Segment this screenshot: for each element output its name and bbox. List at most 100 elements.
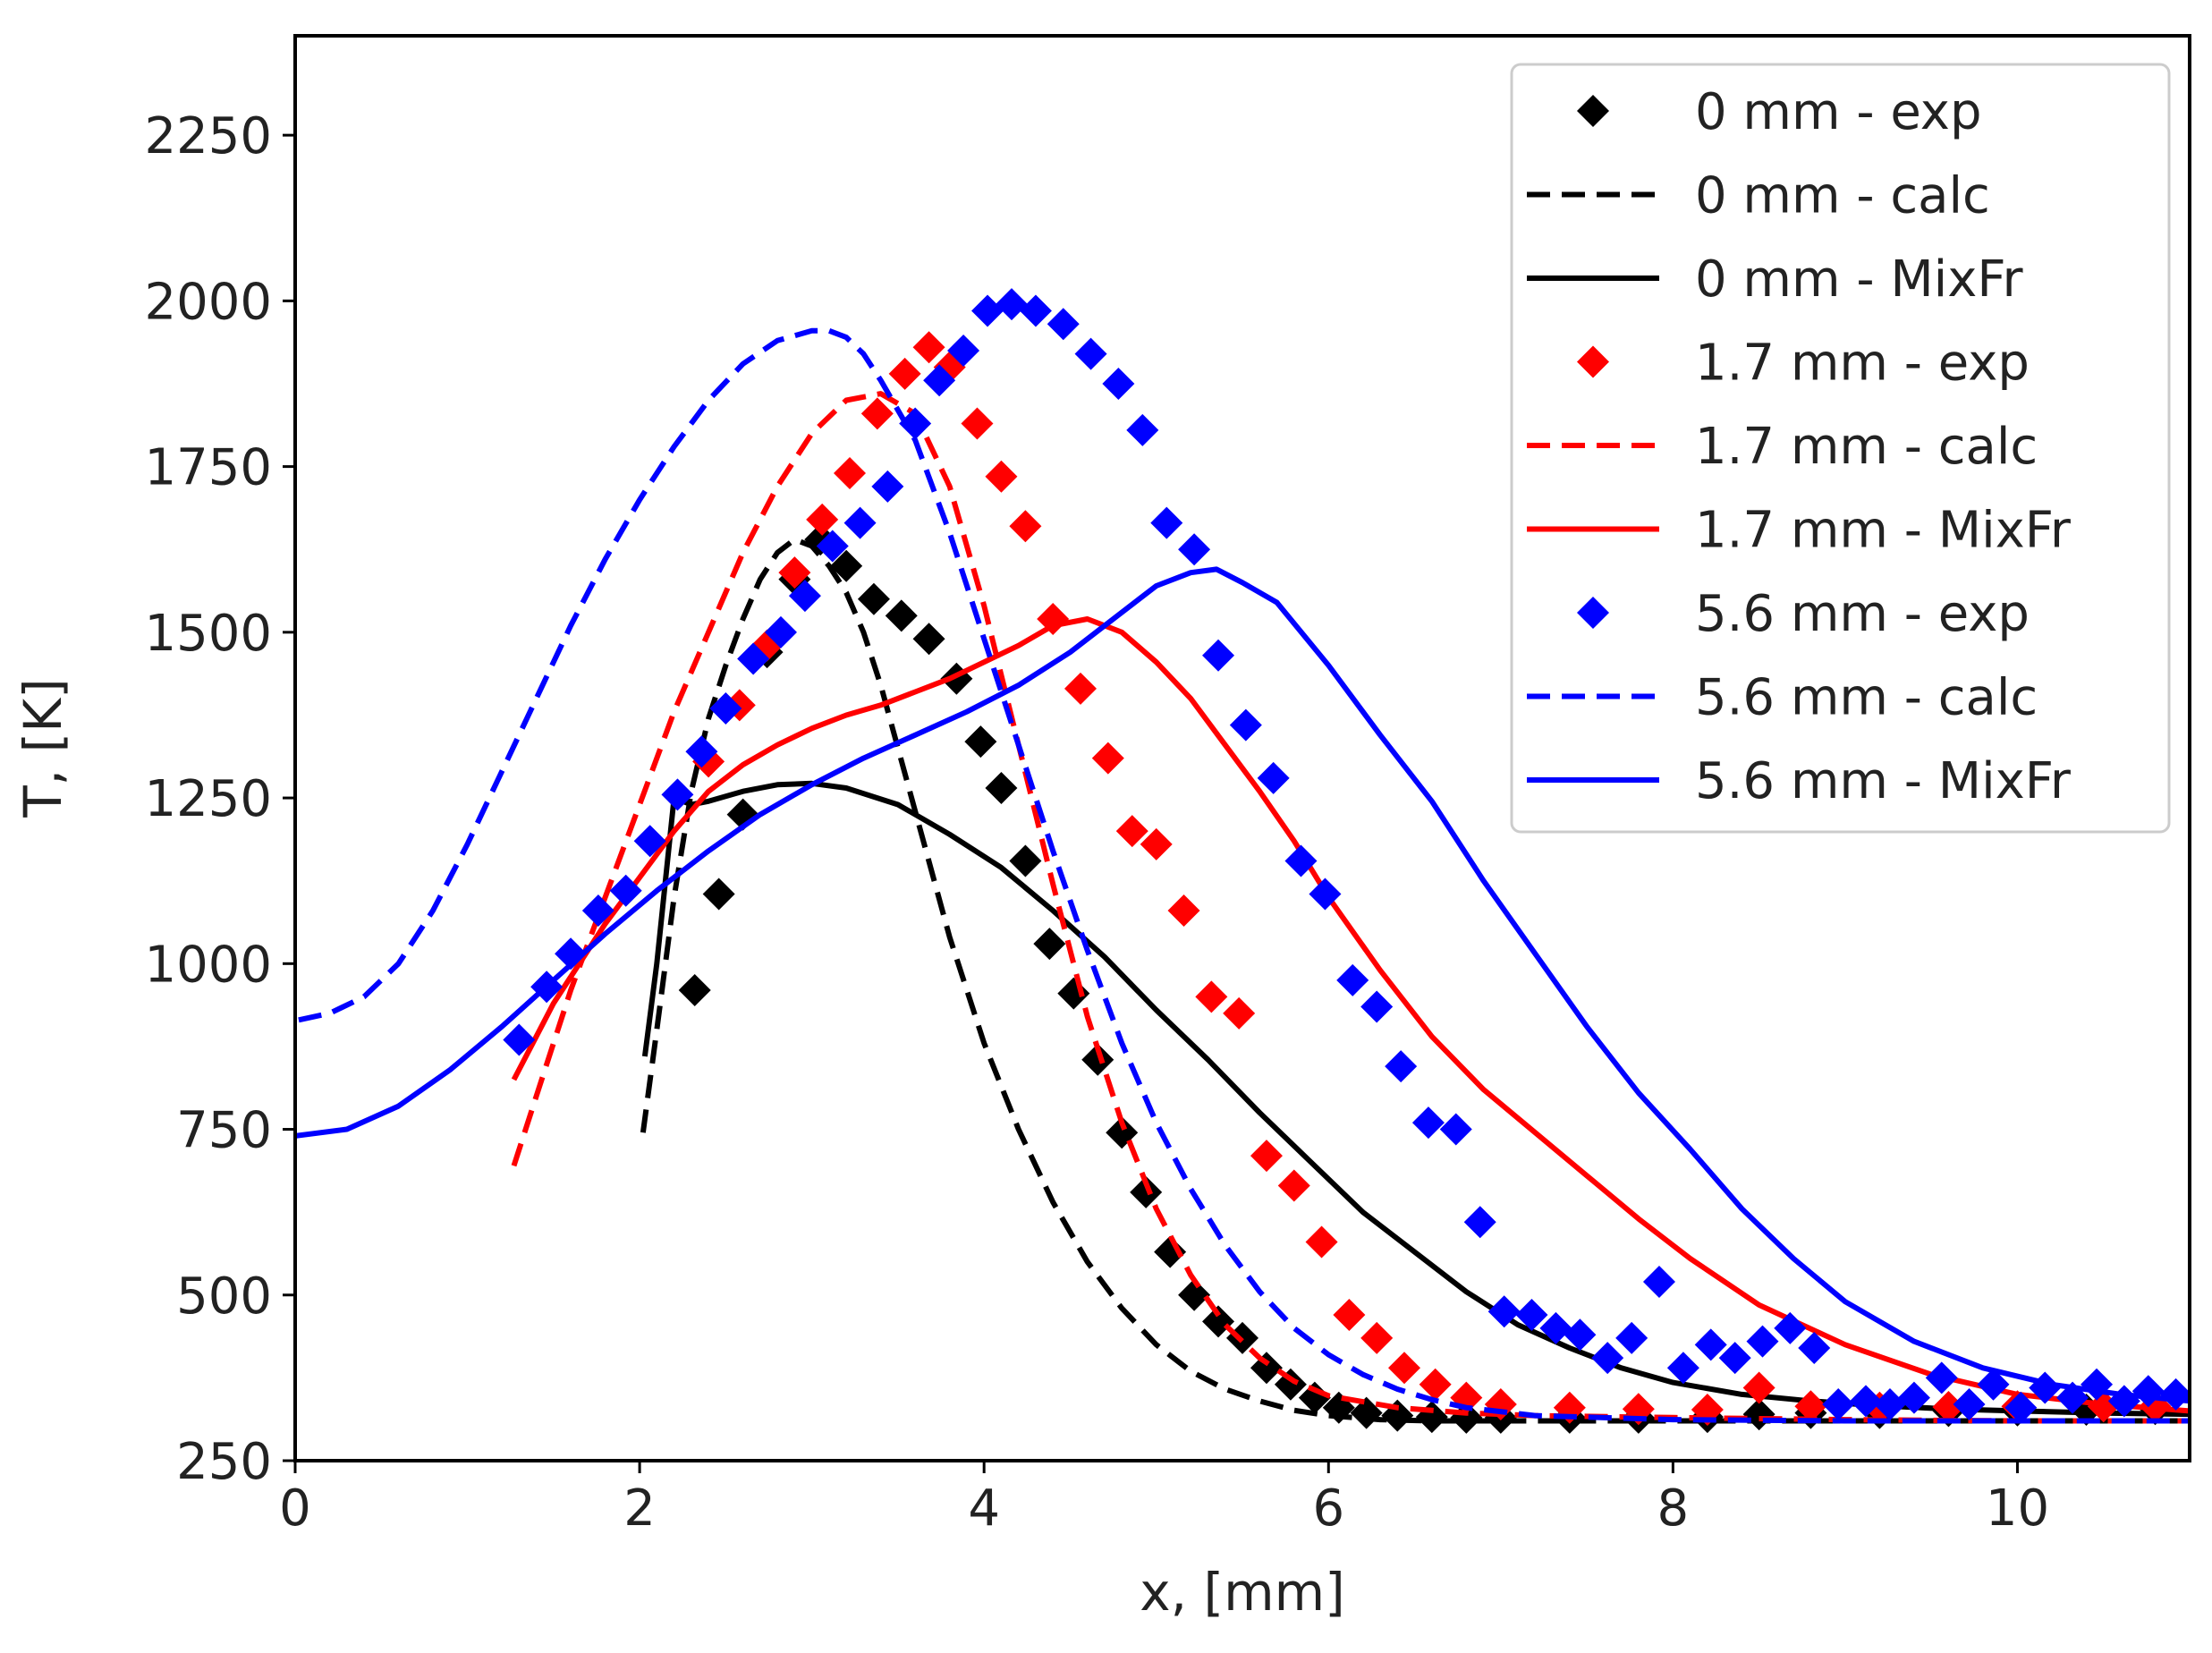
- data-point: [1250, 1140, 1283, 1173]
- legend-label: 0 mm - MixFr: [1695, 250, 2023, 309]
- data-point: [678, 973, 711, 1006]
- data-point: [1666, 1352, 1699, 1385]
- data-point: [1074, 337, 1107, 370]
- data-point: [1591, 1342, 1624, 1375]
- data-point: [1081, 1043, 1114, 1076]
- y-tick-label: 1750: [144, 439, 272, 497]
- series-line: [511, 616, 2190, 1414]
- data-point: [788, 580, 821, 613]
- series-line: [641, 780, 2190, 1418]
- data-point: [737, 642, 770, 675]
- data-point: [1873, 1388, 1906, 1421]
- data-point: [857, 582, 890, 615]
- data-point: [1019, 294, 1052, 327]
- y-tick-label: 250: [176, 1433, 272, 1491]
- data-point: [1642, 1265, 1675, 1298]
- legend-label: 1.7 mm - calc: [1695, 418, 2038, 476]
- data-point: [1223, 996, 1256, 1030]
- series-0-mm-calc: [640, 537, 2190, 1424]
- data-point: [555, 937, 588, 971]
- data-point: [1897, 1381, 1930, 1414]
- data-point: [1515, 1298, 1548, 1331]
- data-point: [1257, 761, 1290, 794]
- x-tick-label: 10: [1986, 1479, 2049, 1538]
- legend-marker: [1577, 597, 1609, 629]
- data-point: [1115, 815, 1148, 848]
- y-tick-label: 2000: [144, 273, 272, 331]
- data-point: [1064, 672, 1098, 705]
- data-point: [1309, 877, 1342, 911]
- series-1-7-mm-mixfr: [511, 616, 2190, 1414]
- legend-item: 1.7 mm - calc: [1527, 418, 2038, 476]
- legend-label: 0 mm - calc: [1695, 167, 1990, 225]
- y-tick-label: 1000: [144, 936, 272, 994]
- y-tick-label: 2250: [144, 107, 272, 165]
- data-point: [985, 771, 1018, 804]
- data-point: [1305, 1225, 1338, 1259]
- data-point: [1487, 1295, 1521, 1328]
- data-point: [1336, 963, 1369, 996]
- data-point: [1932, 1390, 1965, 1423]
- data-point: [1360, 1321, 1394, 1354]
- data-point: [1718, 1342, 1751, 1375]
- legend-label: 0 mm - exp: [1695, 83, 1982, 141]
- series-layer: [295, 288, 2190, 1434]
- data-point: [1694, 1328, 1727, 1361]
- data-point: [1539, 1311, 1572, 1344]
- data-point: [1154, 1235, 1187, 1268]
- data-point: [1178, 533, 1211, 566]
- data-point: [1102, 367, 1135, 400]
- data-point: [1130, 1175, 1163, 1208]
- y-tick-label: 500: [176, 1267, 272, 1326]
- legend-label: 5.6 mm - calc: [1695, 669, 2038, 727]
- data-point: [985, 460, 1018, 493]
- data-point: [1463, 1206, 1496, 1239]
- plot-frame: [293, 34, 2191, 1462]
- data-point: [633, 825, 666, 858]
- data-point: [1360, 990, 1394, 1023]
- data-point: [661, 778, 694, 811]
- data-point: [833, 457, 866, 490]
- data-point: [2004, 1391, 2038, 1424]
- data-point: [1798, 1332, 1831, 1365]
- data-point: [1794, 1390, 1827, 1423]
- data-point: [1284, 844, 1318, 877]
- data-point: [871, 470, 904, 503]
- series-0-mm-mixfr: [641, 780, 2190, 1418]
- legend-item: 5.6 mm - MixFr: [1527, 752, 2072, 810]
- data-point: [1202, 639, 1235, 672]
- legend-item: 1.7 mm - exp: [1577, 335, 2030, 393]
- data-point: [1091, 742, 1124, 775]
- data-point: [885, 599, 918, 632]
- data-point: [1742, 1371, 1776, 1404]
- data-point: [1439, 1113, 1472, 1146]
- data-point: [1140, 827, 1173, 860]
- data-point: [995, 288, 1028, 321]
- legend-label: 5.6 mm - MixFr: [1695, 752, 2072, 810]
- y-tick-label: 750: [176, 1102, 272, 1160]
- data-point: [1047, 308, 1080, 341]
- y-tick-label: 1250: [144, 770, 272, 828]
- x-axis-title: x, [mm]: [1140, 1562, 1344, 1623]
- data-point: [888, 357, 921, 390]
- data-point: [1150, 506, 1183, 539]
- data-point: [1009, 844, 1042, 877]
- series-line: [511, 391, 2190, 1424]
- series-line: [295, 566, 2190, 1404]
- legend-item: 1.7 mm - MixFr: [1527, 502, 2072, 560]
- data-point: [1850, 1385, 1883, 1418]
- data-point: [1298, 1381, 1331, 1414]
- data-point: [806, 503, 839, 536]
- data-point: [1385, 1050, 1418, 1083]
- data-point: [843, 506, 877, 539]
- x-tick-label: 2: [623, 1479, 656, 1538]
- data-point: [1774, 1311, 1807, 1344]
- data-point: [1033, 928, 1066, 961]
- y-axis-title: T, [K]: [13, 678, 73, 818]
- data-point: [961, 407, 994, 440]
- y-axis: 250 500 750 1000 1250 1500 1750 2000 2250: [144, 107, 295, 1491]
- data-point: [764, 615, 797, 648]
- data-point: [912, 331, 945, 364]
- data-point: [1387, 1352, 1420, 1385]
